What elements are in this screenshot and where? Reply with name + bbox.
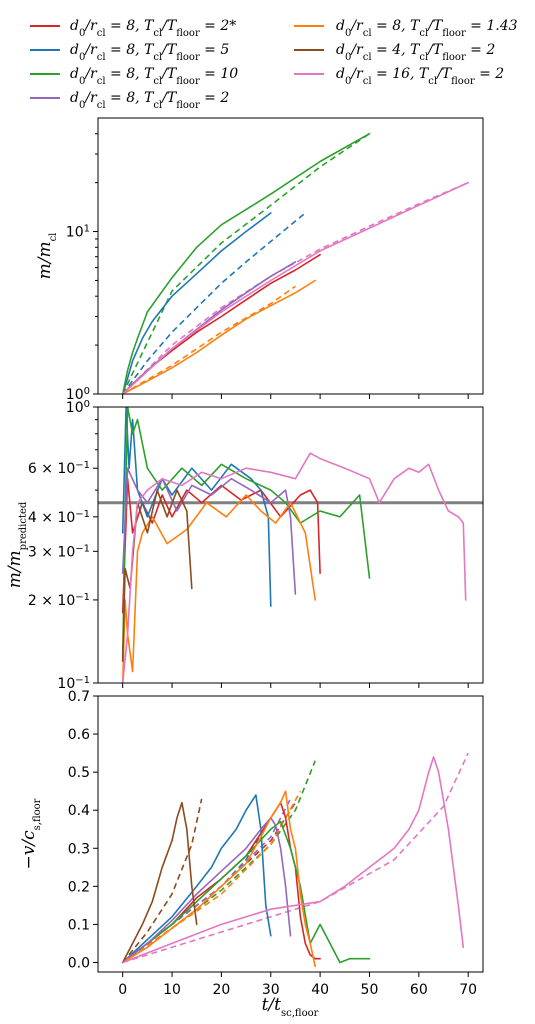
legend-item-s6: d0/rcl = 4, Tcl/Tfloor = 2 bbox=[294, 42, 495, 63]
top-series-line-s7 bbox=[121, 181, 469, 394]
top-series-group bbox=[121, 132, 469, 394]
bottom-predicted-line-s2 bbox=[122, 817, 272, 964]
top-y-tick-label: 101 bbox=[66, 223, 90, 241]
bottom-series-line-s2 bbox=[121, 794, 272, 964]
bottom-axes-frame bbox=[97, 695, 484, 973]
panel-velocity: 0.0 0.1 0.2 0.3 0.4 0.5 0.6 0.7 0 10 20 30 40 50 60 70… bbox=[19, 689, 484, 1019]
bottom-x-ticks: 0 10 20 30 40 50 60 70 bbox=[118, 972, 477, 998]
legend-item-s5: d0/rcl = 8, Tcl/Tfloor = 1.43 bbox=[294, 18, 518, 39]
legend-label-s3: d0/rcl = 8, Tcl/Tfloor = 10 bbox=[70, 66, 238, 87]
legend-label-s4: d0/rcl = 8, Tcl/Tfloor = 2 bbox=[70, 90, 229, 111]
top-predicted-line-s2 bbox=[122, 212, 306, 394]
x-tick-label: 70 bbox=[459, 982, 477, 998]
bottom-series-group bbox=[121, 752, 469, 968]
bottom-y-axis-label: −v/cs,floor bbox=[19, 798, 43, 869]
bottom-y-tick-label: 0.4 bbox=[68, 803, 90, 819]
middle-series-line-s3 bbox=[121, 407, 371, 662]
top-y-tick-label: 100 bbox=[66, 386, 90, 404]
legend-label-s1: d0/rcl = 8, Tcl/Tfloor = 2* bbox=[70, 18, 236, 39]
bottom-series-line-s4 bbox=[121, 817, 292, 964]
bottom-y-tick-label: 0.1 bbox=[68, 917, 90, 933]
x-tick-label: 60 bbox=[410, 982, 428, 998]
top-x-ticks bbox=[122, 394, 469, 399]
bottom-y-tick-label: 0.5 bbox=[68, 765, 90, 781]
top-series-line-s3 bbox=[121, 132, 371, 394]
legend-label-s5: d0/rcl = 8, Tcl/Tfloor = 1.43 bbox=[336, 18, 518, 39]
bottom-y-tick-label: 0.6 bbox=[68, 727, 90, 743]
bottom-series-line-s3 bbox=[121, 820, 371, 964]
x-tick-label: 10 bbox=[163, 982, 181, 998]
legend-item-s1: d0/rcl = 8, Tcl/Tfloor = 2* bbox=[30, 18, 236, 39]
legend: d0/rcl = 8, Tcl/Tfloor = 2* d0/rcl = 8, T… bbox=[30, 18, 518, 111]
middle-y-tick-label: 3 × 10−1 bbox=[28, 543, 90, 561]
top-series-line-s1 bbox=[121, 253, 321, 394]
middle-series-line-s7 bbox=[121, 452, 467, 683]
bottom-series-line-s5 bbox=[121, 790, 316, 968]
middle-x-ticks bbox=[122, 683, 469, 688]
middle-y-tick-label: 2 × 10−1 bbox=[28, 591, 90, 609]
bottom-y-tick-label: 0.3 bbox=[68, 841, 90, 857]
top-predicted-line-s7 bbox=[122, 181, 469, 394]
top-series-line-s5 bbox=[121, 279, 316, 394]
top-axes-frame bbox=[97, 117, 484, 395]
middle-series-line-s2 bbox=[121, 407, 272, 607]
middle-y-tick-label: 10−1 bbox=[57, 675, 90, 693]
middle-series-line-s1 bbox=[121, 477, 321, 614]
middle-series-line-s6 bbox=[121, 489, 193, 662]
x-tick-label: 20 bbox=[212, 982, 230, 998]
legend-label-s2: d0/rcl = 8, Tcl/Tfloor = 5 bbox=[70, 42, 229, 63]
top-series-line-s2 bbox=[121, 212, 272, 394]
middle-series-line-s5 bbox=[121, 494, 316, 683]
legend-item-s7: d0/rcl = 16, Tcl/Tfloor = 2 bbox=[294, 66, 504, 87]
panel-mass-ratio: 100 101 m/mcl bbox=[35, 117, 484, 404]
middle-series-line-s4 bbox=[121, 467, 297, 595]
legend-item-s4: d0/rcl = 8, Tcl/Tfloor = 2 bbox=[30, 90, 229, 111]
bottom-y-tick-label: 0.2 bbox=[68, 879, 90, 895]
x-tick-label: 30 bbox=[262, 982, 280, 998]
bottom-predicted-line-s7 bbox=[122, 752, 469, 964]
top-y-axis-label: m/mcl bbox=[35, 233, 59, 280]
bottom-series-line-s6 bbox=[121, 801, 198, 964]
middle-y-tick-label: 100 bbox=[66, 399, 90, 417]
bottom-predicted-line-s6 bbox=[122, 798, 203, 964]
legend-item-s3: d0/rcl = 8, Tcl/Tfloor = 10 bbox=[30, 66, 238, 87]
x-axis-label: t/tsc,floor bbox=[262, 995, 319, 1019]
top-predicted-line-s5 bbox=[122, 285, 296, 394]
x-tick-label: 50 bbox=[361, 982, 379, 998]
x-tick-label: 0 bbox=[118, 982, 127, 998]
bottom-series-line-s7 bbox=[121, 756, 465, 964]
bottom-y-tick-label: 0.0 bbox=[68, 955, 90, 971]
top-y-ticks: 100 101 bbox=[66, 133, 98, 404]
middle-y-axis-label: m/mpredicted bbox=[5, 501, 29, 588]
middle-series-group bbox=[98, 407, 483, 683]
middle-y-tick-label: 6 × 10−1 bbox=[28, 460, 90, 478]
middle-y-tick-label: 4 × 10−1 bbox=[28, 508, 90, 526]
bottom-y-ticks: 0.0 0.1 0.2 0.3 0.4 0.5 0.6 0.7 bbox=[68, 689, 98, 971]
legend-label-s7: d0/rcl = 16, Tcl/Tfloor = 2 bbox=[336, 66, 504, 87]
bottom-predicted-line-s5 bbox=[122, 790, 302, 964]
bottom-y-tick-label: 0.7 bbox=[68, 689, 90, 705]
legend-item-s2: d0/rcl = 8, Tcl/Tfloor = 5 bbox=[30, 42, 229, 63]
legend-label-s6: d0/rcl = 4, Tcl/Tfloor = 2 bbox=[336, 42, 495, 63]
middle-axes-frame bbox=[97, 406, 484, 684]
x-tick-label: 40 bbox=[311, 982, 329, 998]
middle-y-ticks: 100 6 × 10−1 4 × 10−1 3 × 10−1 2 × 10−1 10−1 bbox=[28, 399, 98, 693]
top-predicted-line-s3 bbox=[121, 133, 370, 394]
